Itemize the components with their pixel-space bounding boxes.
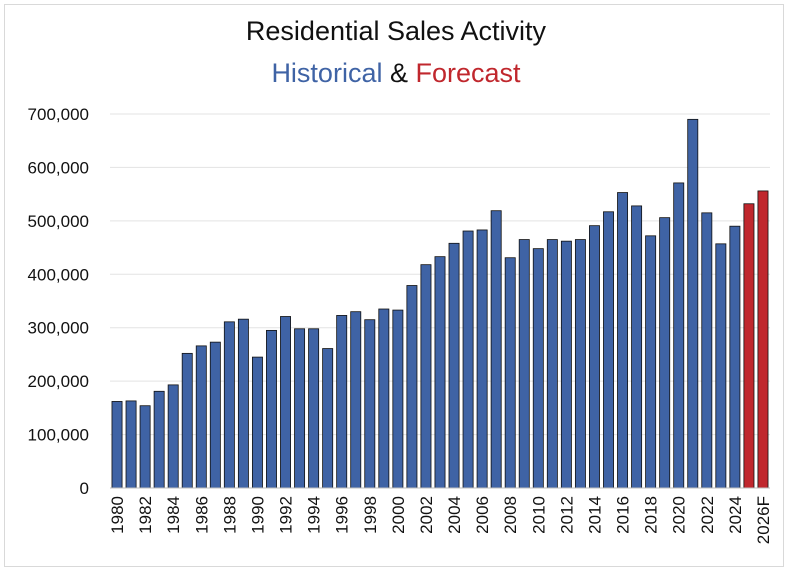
bar-historical [603, 211, 614, 489]
bar-historical [181, 352, 193, 489]
bar-historical [280, 316, 291, 489]
bar-forecast [743, 203, 755, 489]
bar-historical [153, 390, 165, 489]
bars [111, 118, 769, 489]
bar-historical [589, 225, 600, 489]
y-tick-label: 100,000 [28, 426, 89, 445]
y-tick-label: 200,000 [28, 372, 89, 391]
bar-historical [645, 235, 657, 489]
x-tick-label: 2002 [417, 496, 436, 534]
x-tick-label: 2020 [670, 496, 689, 534]
bar-historical [701, 212, 713, 489]
x-tick-label: 2000 [389, 496, 408, 534]
x-tick-label: 2018 [642, 496, 661, 534]
y-tick-label: 700,000 [28, 105, 89, 124]
x-tick-label: 2008 [501, 496, 520, 534]
bar-historical [111, 401, 123, 489]
bar-historical [434, 256, 446, 489]
bar-historical [532, 248, 544, 489]
bar-historical [125, 400, 137, 489]
bar-historical [462, 230, 474, 489]
bar-historical [266, 329, 277, 489]
x-tick-label: 2004 [445, 496, 464, 534]
x-tick-label: 2016 [614, 496, 633, 534]
x-tick-label: 2010 [529, 496, 548, 534]
bar-forecast [757, 190, 769, 489]
y-axis-ticks: 0 100,000 200,000 300,000 400,000 500,000 600,… [28, 105, 89, 498]
bar-historical [364, 319, 376, 489]
x-tick-label: 1994 [305, 496, 324, 534]
bar-historical [237, 318, 249, 489]
x-tick-label: 1982 [136, 496, 155, 534]
bar-historical [209, 341, 221, 489]
bar-historical [294, 328, 306, 489]
bar-historical [546, 239, 558, 489]
bar-historical [687, 118, 699, 489]
bar-historical [378, 308, 390, 489]
bar-historical [251, 356, 263, 489]
bar-historical [448, 242, 460, 489]
bar-historical [715, 243, 727, 489]
chart-subtitle: Historical & Forecast [0, 56, 792, 90]
x-tick-label: 1984 [164, 496, 183, 534]
bar-historical [350, 311, 362, 489]
bar-historical [476, 229, 488, 489]
bar-historical [631, 205, 643, 489]
bar-historical [518, 239, 530, 489]
x-tick-label: 2022 [698, 496, 717, 534]
chart-title: Residential Sales Activity [245, 16, 547, 46]
x-tick-label: 1998 [361, 496, 380, 534]
bar-historical [406, 285, 418, 489]
x-tick-label: 1990 [248, 496, 267, 534]
subtitle-historical: Historical [271, 58, 383, 88]
subtitle-forecast: Forecast [415, 58, 521, 88]
bar-historical [139, 405, 151, 489]
y-tick-label: 300,000 [28, 319, 89, 338]
bar-historical [729, 225, 741, 489]
y-tick-label: 0 [80, 479, 89, 498]
x-tick-label: 2006 [473, 496, 492, 534]
bar-historical [223, 321, 235, 489]
bar-historical [322, 348, 334, 489]
bar-historical [420, 264, 432, 489]
bar-historical [195, 345, 207, 489]
x-tick-label: 2026F [754, 496, 773, 544]
x-tick-label: 2024 [726, 496, 745, 534]
bar-historical [504, 257, 516, 489]
y-tick-label: 600,000 [28, 158, 89, 177]
y-tick-label: 500,000 [28, 212, 89, 231]
bar-historical [673, 182, 685, 489]
bar-historical [392, 309, 404, 489]
x-tick-label: 2012 [557, 496, 576, 534]
bar-historical [167, 384, 179, 489]
x-tick-label: 1992 [277, 496, 296, 534]
y-tick-label: 400,000 [28, 265, 89, 284]
x-tick-label: 1996 [333, 496, 352, 534]
x-tick-label: 1988 [220, 496, 239, 534]
bar-historical [574, 239, 586, 489]
bar-historical [336, 315, 348, 489]
x-axis-ticks: 1980 1982 1984 1986 1988 1990 1992 1994 1996 1998… [108, 496, 773, 544]
bar-historical [308, 328, 320, 489]
bar-historical [490, 210, 502, 489]
x-tick-label: 1980 [108, 496, 127, 534]
subtitle-connector: & [389, 58, 408, 88]
bar-historical [560, 240, 572, 489]
x-tick-label: 2014 [585, 496, 604, 534]
bar-historical [617, 192, 629, 489]
x-tick-label: 1986 [192, 496, 211, 534]
bar-historical [659, 217, 671, 489]
